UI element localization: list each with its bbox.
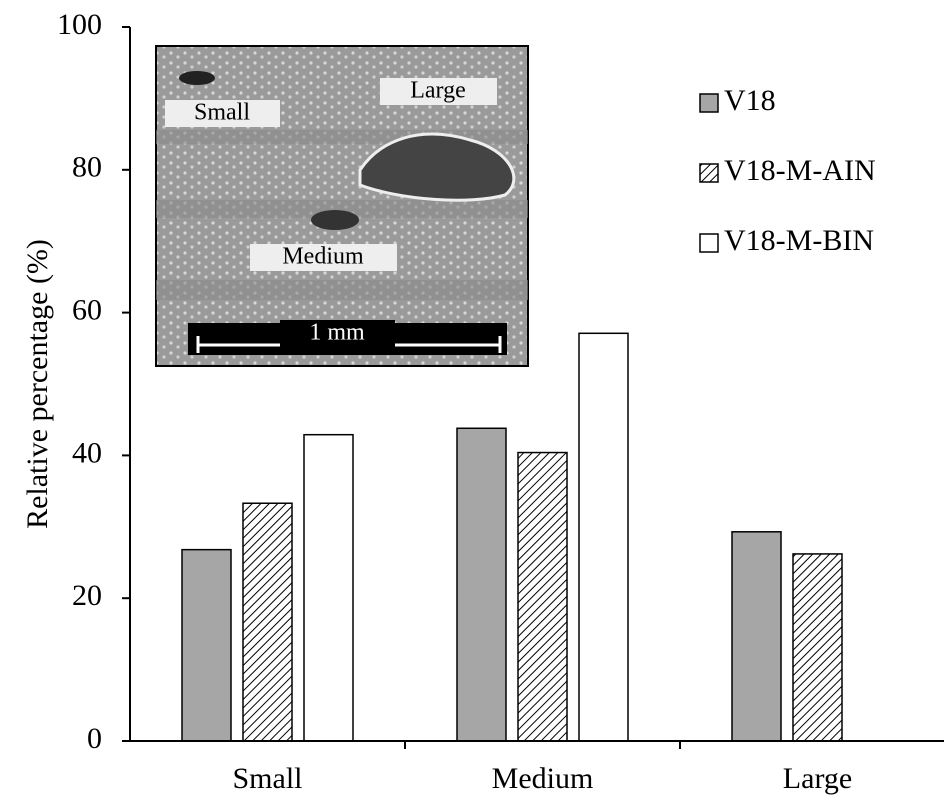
inset-label: Medium <box>282 244 364 270</box>
inset-pore <box>179 71 215 85</box>
inset-pore <box>311 210 359 230</box>
bar <box>793 554 842 741</box>
chart: Relative percentage (%) Small Large Medi… <box>0 0 945 800</box>
y-tick-label: 60 <box>72 293 102 326</box>
bar <box>579 333 628 741</box>
y-axis-label: Relative percentage (%) <box>21 239 54 529</box>
legend-swatch <box>700 164 718 182</box>
y-tick-label: 0 <box>87 722 102 755</box>
scale-label: 1 mm <box>309 320 365 346</box>
y-tick-label: 20 <box>72 579 102 612</box>
inset-band <box>156 280 528 300</box>
inset-image: Small Large Medium 1 mm <box>156 46 528 366</box>
bar <box>304 435 353 741</box>
y-tick-label: 40 <box>72 436 102 469</box>
inset-label: Small <box>194 100 250 126</box>
legend-swatch <box>700 234 718 252</box>
inset-label: Large <box>410 78 466 104</box>
x-tick-label: Medium <box>492 762 594 795</box>
y-tick-label: 100 <box>57 8 102 41</box>
bar <box>732 532 781 741</box>
x-tick-label: Large <box>783 762 852 795</box>
x-tick-label: Small <box>232 762 302 795</box>
legend-label: V18-M-BIN <box>724 224 874 257</box>
legend-label: V18-M-AIN <box>724 154 876 187</box>
bar <box>182 550 231 741</box>
bar <box>457 428 506 741</box>
bar <box>518 453 567 741</box>
legend-swatch <box>700 94 718 112</box>
legend-label: V18 <box>724 84 776 117</box>
y-tick-label: 80 <box>72 151 102 184</box>
page: Relative percentage (%) Small Large Medi… <box>0 0 945 800</box>
bar <box>243 503 292 741</box>
